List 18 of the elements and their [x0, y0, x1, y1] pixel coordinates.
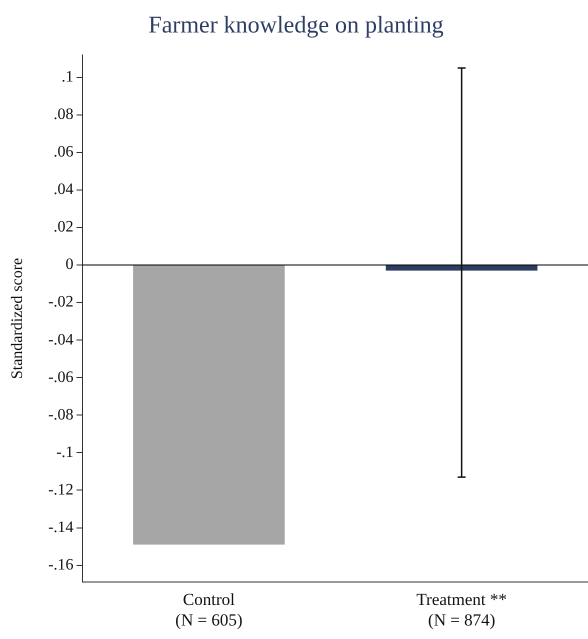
- x-tick-label: Treatment ** (N = 874): [416, 590, 507, 630]
- y-tick-label: .04: [54, 181, 74, 198]
- x-tick-label: Control (N = 605): [175, 590, 242, 630]
- y-tick-label: .06: [54, 144, 74, 161]
- y-axis-title: Standardized score: [8, 258, 26, 380]
- y-tick-label: .1: [62, 68, 74, 86]
- y-tick-label: -.08: [48, 406, 74, 424]
- y-tick-label: -.06: [48, 368, 74, 386]
- y-tick-label: .08: [54, 106, 74, 124]
- y-tick-label: -.16: [48, 556, 74, 574]
- y-tick-label: -.04: [48, 331, 74, 348]
- chart-title: Farmer knowledge on planting: [148, 12, 444, 39]
- y-tick-label: -.14: [48, 518, 74, 536]
- y-tick-label: -.02: [48, 294, 74, 311]
- y-tick-label: 0: [66, 256, 74, 274]
- y-tick-label: -.12: [48, 481, 74, 498]
- y-tick-label: -.1: [56, 444, 74, 461]
- y-tick-label: .02: [54, 218, 74, 236]
